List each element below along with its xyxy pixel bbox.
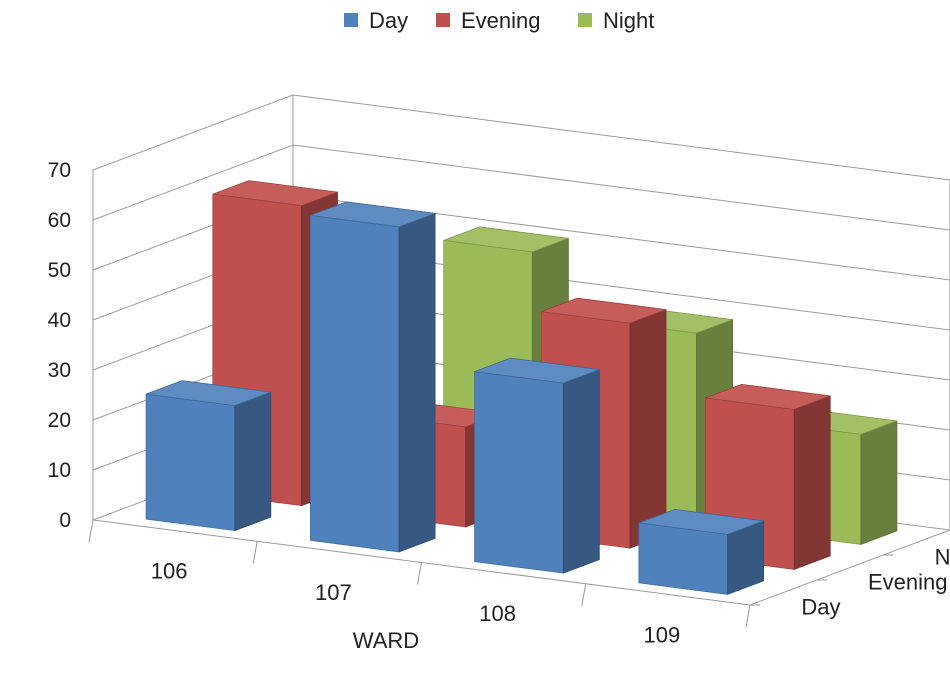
x-tick-mark (252, 541, 258, 564)
legend-label: Night (603, 8, 654, 33)
bar-side-face (234, 391, 272, 532)
legend-swatch (578, 13, 592, 27)
bar (145, 380, 272, 532)
x-category-label: 108 (479, 601, 516, 626)
y-tick-label: 50 (48, 259, 71, 282)
bar-side-face (398, 212, 436, 553)
legend-item: Night (578, 8, 654, 33)
depth-axis-line (749, 529, 950, 606)
bar-side-face (629, 309, 667, 549)
legend-swatch (436, 13, 450, 27)
x-category-label: 107 (315, 580, 352, 605)
y-tick-label: 60 (48, 209, 71, 232)
y-tick-label: 20 (48, 409, 71, 432)
bar-side-face (562, 369, 600, 574)
x-tick-mark (88, 519, 94, 543)
bar-top-face (705, 383, 831, 410)
bar (638, 508, 764, 595)
x-category-label: 109 (644, 622, 681, 647)
bar-top-face (541, 297, 667, 324)
legend: Day Evening Night (344, 8, 654, 33)
bar-front-face (145, 393, 236, 532)
bar (474, 357, 600, 574)
bar-front-face (638, 522, 728, 595)
depth-label: Night (935, 545, 950, 570)
gridline (92, 94, 950, 181)
bar-top-face (145, 380, 271, 407)
x-axis-title: WARD (353, 628, 419, 653)
legend-item: Evening (436, 8, 541, 33)
bar-top-face (638, 508, 764, 535)
bar-side-face (793, 395, 831, 570)
x-tick-mark (745, 604, 751, 628)
bar-front-face (474, 371, 564, 574)
legend-item: Day (344, 8, 408, 33)
x-tick-mark (581, 583, 587, 606)
x-tick-mark (417, 562, 422, 585)
legend-label: Day (369, 8, 408, 33)
bar-front-face (309, 214, 400, 553)
bar (309, 201, 436, 553)
bar-top-face (212, 180, 338, 207)
bar-top-face (474, 357, 600, 384)
legend-label: Evening (461, 8, 541, 33)
y-tick-label: 70 (48, 159, 71, 182)
depth-label: Evening (868, 570, 948, 595)
depth-label: Day (801, 595, 840, 620)
y-tick-label: 40 (48, 309, 71, 332)
bar-side-face (860, 420, 898, 545)
legend-swatch (344, 13, 358, 27)
y-tick-label: 0 (59, 509, 71, 532)
bar-top-face (443, 226, 569, 253)
bars-layer (145, 180, 898, 595)
y-tick-label: 10 (48, 459, 71, 482)
y-tick-label: 30 (48, 359, 71, 382)
x-category-label: 106 (151, 559, 188, 584)
bar-top-face (310, 201, 436, 228)
labels-layer: WARD 0 10 20 30 40 50 60 70 106 107 108 109 Day Eveni… (48, 159, 950, 653)
